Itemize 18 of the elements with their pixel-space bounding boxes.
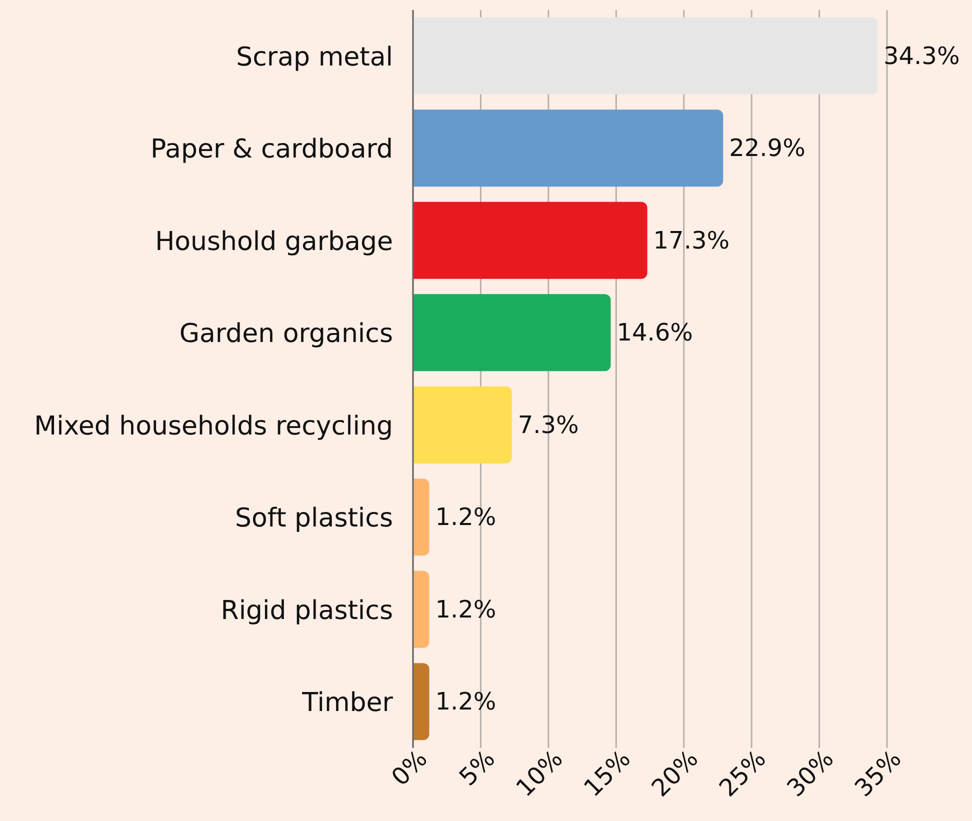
y-tick-label: Scrap metal: [236, 42, 393, 72]
data-label: 22.9%: [729, 134, 806, 162]
y-tick-label: Timber: [301, 688, 394, 718]
data-label: 1.2%: [435, 688, 496, 716]
y-tick-label: Houshold garbage: [155, 226, 393, 257]
data-label: 34.3%: [884, 42, 960, 70]
y-tick-label: Paper & cardboard: [150, 134, 393, 165]
data-label: 1.2%: [435, 595, 496, 624]
data-label: 17.3%: [653, 226, 730, 254]
data-label: 1.2%: [435, 503, 496, 532]
y-tick-label: Rigid plastics: [220, 596, 393, 626]
x-tick-label: 0%: [386, 744, 433, 792]
data-label: 7.3%: [518, 410, 579, 439]
x-tick-label: 5%: [454, 744, 501, 792]
data-label: 14.6%: [616, 318, 693, 347]
y-tick-label: Soft plastics: [234, 504, 393, 534]
y-tick-label: Mixed households recycling: [34, 411, 393, 442]
y-tick-label: Garden organics: [179, 319, 393, 350]
